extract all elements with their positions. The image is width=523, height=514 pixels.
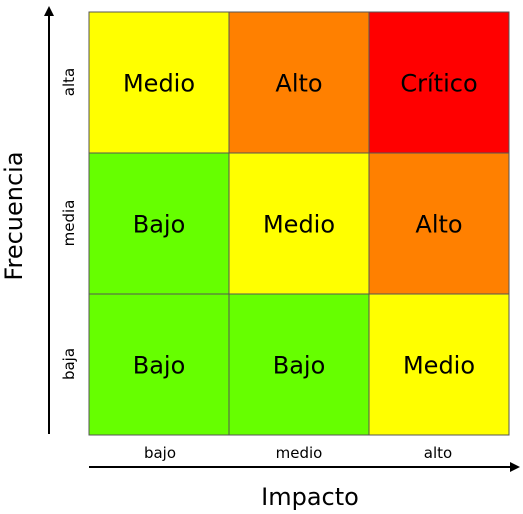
matrix-cells: Medio Alto Crítico Bajo Medio Alto Bajo Bajo Med… <box>88 11 510 436</box>
x-tick-medio: medio <box>276 444 323 462</box>
matrix-cell-r0-c0 <box>88 11 230 154</box>
y-tick-media: media <box>60 200 78 247</box>
matrix-cell-r2-c1 <box>228 293 370 436</box>
matrix-cell-label-r2-c0: Bajo <box>133 352 186 380</box>
matrix-cell-r1-c1 <box>228 152 370 295</box>
y-axis-title: Frecuencia <box>0 151 28 280</box>
matrix-cell-label-r2-c1: Bajo <box>273 352 326 380</box>
matrix-cell-r0-c1 <box>228 11 370 154</box>
matrix-cell-label-r1-c1: Medio <box>263 211 335 239</box>
matrix-cell-label-r0-c1: Alto <box>275 70 322 98</box>
matrix-cell-r0-c2 <box>368 11 510 154</box>
matrix-cell-r1-c0 <box>88 152 230 295</box>
matrix-cell-label-r1-c0: Bajo <box>133 211 186 239</box>
y-tick-baja: baja <box>60 348 78 380</box>
matrix-cell-r2-c0 <box>88 293 230 436</box>
x-tick-alto: alto <box>424 444 452 462</box>
matrix-cell-label-r2-c2: Medio <box>403 352 475 380</box>
y-tick-alta: alta <box>60 68 78 96</box>
matrix-cell-label-r0-c2: Crítico <box>400 70 477 98</box>
matrix-cell-label-r1-c2: Alto <box>415 211 462 239</box>
matrix-cell-label-r0-c0: Medio <box>123 70 195 98</box>
matrix-cell-r2-c2 <box>368 293 510 436</box>
x-axis-title: Impacto <box>261 483 359 511</box>
x-tick-bajo: bajo <box>144 444 176 462</box>
matrix-cell-r1-c2 <box>368 152 510 295</box>
